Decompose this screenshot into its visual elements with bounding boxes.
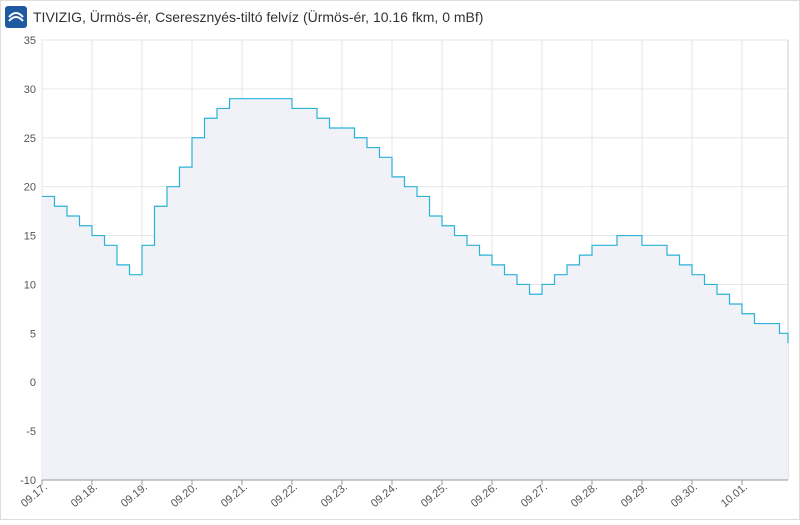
y-tick-label: 35	[24, 35, 36, 47]
y-tick-label: 20	[24, 182, 36, 194]
chart-title: TIVIZIG, Ürmös-ér, Cseresznyés-tiltó fel…	[33, 8, 483, 25]
y-tick-label: -10	[20, 475, 36, 487]
y-tick-label: 10	[24, 279, 36, 291]
y-tick-label: 30	[24, 84, 36, 96]
line	[42, 98, 789, 344]
area	[42, 98, 788, 481]
y-tick-label: 0	[30, 377, 36, 389]
y-tick-label: -5	[26, 426, 36, 438]
logo	[5, 6, 27, 28]
y-tick-label: 5	[30, 328, 36, 340]
y-tick-label: 15	[24, 231, 36, 243]
y-tick-label: 25	[24, 133, 36, 145]
